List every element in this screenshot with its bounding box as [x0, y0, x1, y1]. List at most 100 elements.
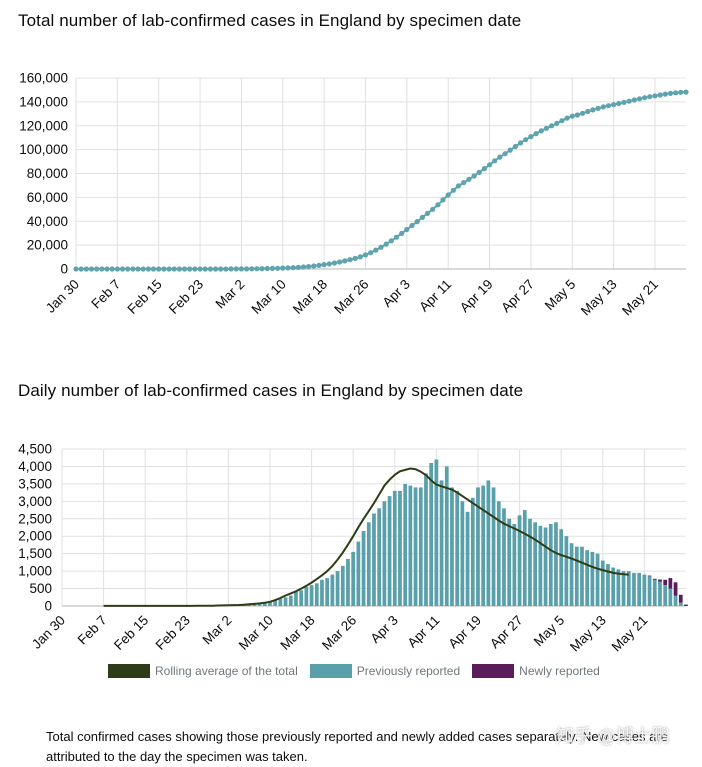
cumulative-point — [182, 266, 187, 271]
x-tick-label: Apr 19 — [445, 613, 484, 652]
bar-previously-reported — [471, 498, 475, 606]
cumulative-point — [327, 261, 332, 266]
bar-previously-reported — [637, 573, 641, 606]
cumulative-point — [492, 158, 497, 163]
cumulative-point — [503, 151, 508, 156]
bar-previously-reported — [279, 599, 283, 606]
bar-previously-reported — [601, 561, 605, 606]
cumulative-point — [254, 266, 259, 271]
x-tick-label: Mar 26 — [319, 613, 359, 653]
bar-previously-reported — [596, 554, 600, 606]
x-tick-label: Mar 26 — [331, 277, 371, 317]
cumulative-point — [539, 128, 544, 133]
cumulative-point — [161, 266, 166, 271]
bar-previously-reported — [305, 587, 309, 606]
cumulative-point — [156, 266, 161, 271]
cumulative-point — [89, 266, 94, 271]
cumulative-point — [559, 118, 564, 123]
legend-item-newly[interactable]: Newly reported — [472, 664, 600, 678]
cumulative-point — [523, 137, 528, 142]
x-tick-label: Feb 7 — [75, 613, 110, 648]
cumulative-point — [611, 102, 616, 107]
cumulative-point — [647, 94, 652, 99]
bar-newly-reported — [663, 580, 667, 585]
y-tick-label: 2,500 — [18, 511, 52, 526]
cumulative-point — [518, 140, 523, 145]
chart1-title: Total number of lab-confirmed cases in E… — [18, 11, 521, 31]
y-tick-label: 1,000 — [18, 564, 52, 579]
y-tick-label: 0 — [60, 262, 68, 277]
bar-previously-reported — [554, 522, 558, 606]
legend-swatch-newly — [472, 664, 514, 678]
y-tick-label: 40,000 — [27, 214, 68, 229]
legend-item-rolling[interactable]: Rolling average of the total — [108, 664, 298, 678]
y-tick-label: 2,000 — [18, 529, 52, 544]
cumulative-point — [218, 266, 223, 271]
cumulative-point — [94, 266, 99, 271]
y-tick-label: 20,000 — [27, 238, 68, 253]
cumulative-point — [363, 252, 368, 257]
bar-previously-reported — [346, 559, 350, 606]
bar-previously-reported — [435, 460, 439, 607]
x-tick-label: Jan 30 — [43, 277, 82, 316]
bar-previously-reported — [487, 480, 491, 606]
bar-previously-reported — [544, 528, 548, 607]
cumulative-point — [125, 266, 130, 271]
bar-previously-reported — [539, 526, 543, 606]
cumulative-point — [544, 126, 549, 131]
watermark: 知乎 @博士鹏 — [556, 722, 670, 748]
cumulative-point — [554, 121, 559, 126]
bar-previously-reported — [481, 486, 485, 606]
cumulative-point — [316, 263, 321, 268]
cumulative-point — [213, 266, 218, 271]
cumulative-point — [347, 257, 352, 262]
cumulative-point — [456, 183, 461, 188]
bar-previously-reported — [310, 585, 314, 606]
cumulative-point — [285, 265, 290, 270]
cumulative-point — [301, 264, 306, 269]
bar-previously-reported — [341, 566, 345, 606]
x-tick-label: Mar 10 — [236, 613, 276, 653]
cumulative-point — [104, 266, 109, 271]
cumulative-point — [260, 266, 265, 271]
bar-previously-reported — [414, 487, 418, 606]
cumulative-point — [384, 242, 389, 247]
cumulative-point — [668, 91, 673, 96]
bar-previously-reported — [372, 514, 376, 607]
bar-previously-reported — [284, 597, 288, 606]
x-tick-label: May 21 — [609, 613, 651, 655]
legend-item-previous[interactable]: Previously reported — [310, 664, 460, 678]
cumulative-point — [440, 197, 445, 202]
cumulative-point — [332, 260, 337, 265]
bar-previously-reported — [320, 580, 324, 606]
y-tick-label: 80,000 — [27, 166, 68, 181]
bar-previously-reported — [393, 491, 397, 606]
x-tick-label: Mar 18 — [277, 613, 317, 653]
x-tick-label: Apr 11 — [416, 277, 454, 315]
cumulative-point — [79, 266, 84, 271]
bar-previously-reported — [419, 487, 423, 606]
cumulative-point — [223, 266, 228, 271]
bar-previously-reported — [424, 473, 428, 606]
bar-previously-reported — [653, 580, 657, 606]
cumulative-point — [120, 266, 125, 271]
cumulative-point — [673, 90, 678, 95]
x-tick-label: Mar 18 — [290, 277, 330, 317]
bar-previously-reported — [513, 524, 517, 606]
x-tick-label: Feb 23 — [166, 277, 206, 317]
bar-previously-reported — [461, 501, 465, 606]
bar-newly-reported — [684, 605, 688, 606]
y-tick-label: 4,000 — [18, 459, 52, 474]
bar-previously-reported — [580, 547, 584, 606]
legend-swatch-previous — [310, 664, 352, 678]
bar-newly-reported — [653, 579, 657, 580]
bar-previously-reported — [388, 496, 392, 606]
cumulative-point — [151, 266, 156, 271]
bar-previously-reported — [591, 552, 595, 606]
bar-previously-reported — [289, 596, 293, 607]
cumulative-point — [244, 266, 249, 271]
bar-previously-reported — [570, 543, 574, 606]
cumulative-point — [430, 207, 435, 212]
bar-previously-reported — [466, 512, 470, 606]
y-tick-label: 0 — [44, 599, 52, 614]
